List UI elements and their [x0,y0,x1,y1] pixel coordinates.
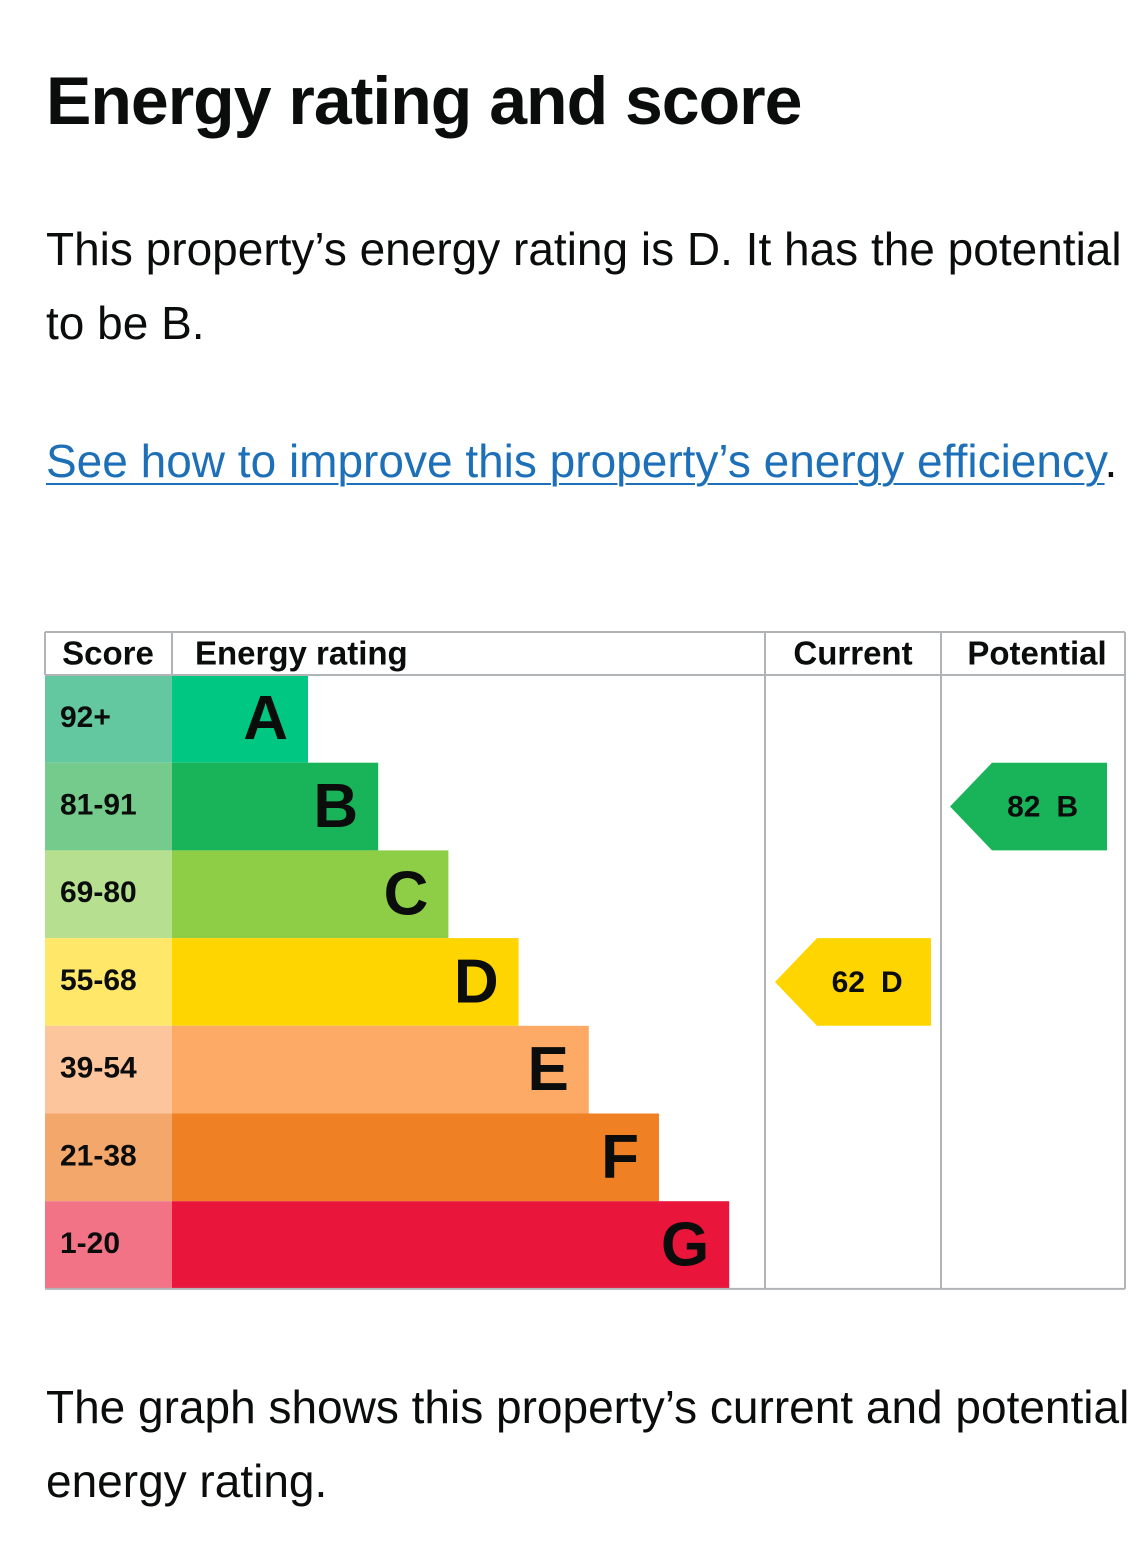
score-cell [45,1025,172,1114]
score-range: 69-80 [60,876,137,909]
summary: This property’s energy rating is D. It h… [46,223,1122,349]
rating-letter: E [527,1035,568,1104]
column-header: Energy rating [195,635,408,672]
score-range: 55-68 [60,964,137,997]
rating-bar [172,762,379,851]
score-cell [45,762,172,851]
score-range: 1-20 [60,1227,120,1260]
rating-bar [172,850,449,939]
score-range: 39-54 [60,1052,137,1085]
score-cell [45,1201,172,1289]
link-suffix: . [1104,435,1118,487]
rating-bar [172,1025,589,1114]
score-cell [45,938,172,1026]
rating-bar [172,938,519,1026]
rating-bar [172,675,308,763]
current-arrow [775,938,931,1026]
improve-link[interactable]: See how to improve this property’s energ… [46,435,1105,487]
score-range: 92+ [60,701,111,734]
footer: The graph shows this property’s current … [46,1381,1130,1507]
rating-letter: A [243,684,288,753]
current-letter: D [881,966,903,999]
rating-letter: D [454,947,499,1016]
score-range: 21-38 [60,1139,137,1172]
rating-letter: F [601,1123,639,1192]
rating-letter: G [661,1210,709,1279]
rating-bar [172,1113,659,1202]
potential-arrow [950,762,1107,851]
potential-letter: B [1057,790,1079,823]
rating-letter: C [384,860,429,929]
score-cell [45,850,172,939]
link-paragraph: See how to improve this property’s energ… [46,424,1136,498]
column-header: Score [62,635,154,672]
rating-letter: B [313,772,358,841]
heading: Energy rating and score [46,63,802,139]
rating-bar [172,1201,730,1289]
current-score: 62 [832,966,865,999]
potential-score: 82 [1007,790,1040,823]
column-header: Current [793,635,912,672]
score-cell [45,675,172,763]
column-header: Potential [967,635,1106,672]
score-range: 81-91 [60,788,137,821]
score-cell [45,1113,172,1202]
